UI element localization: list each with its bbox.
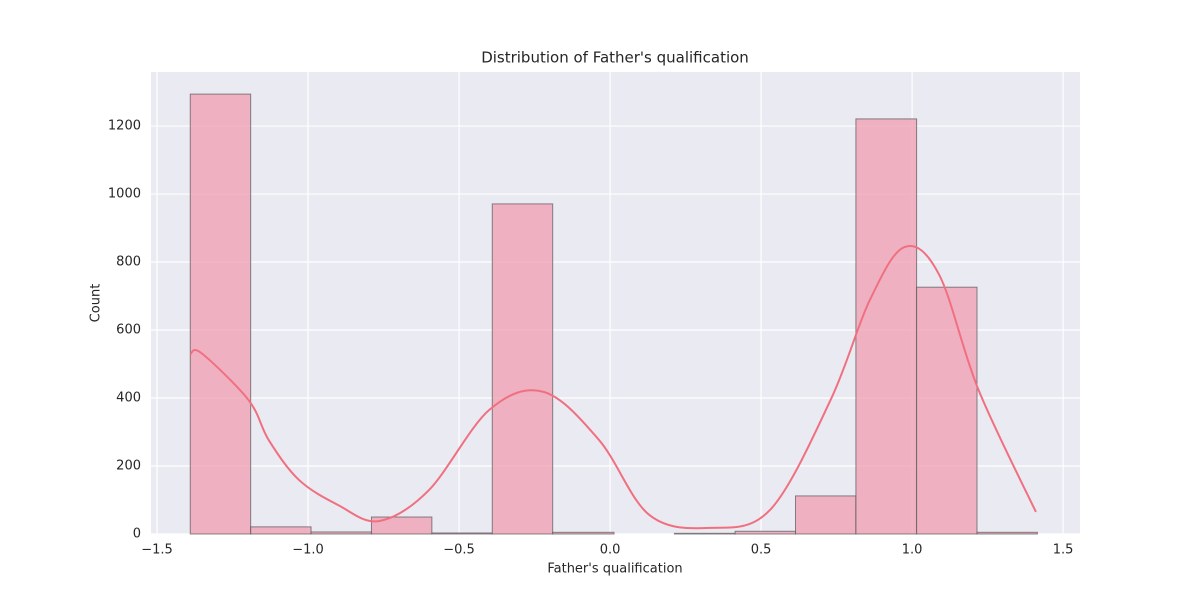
bar <box>552 531 615 535</box>
bar <box>310 531 372 535</box>
bar <box>795 495 857 535</box>
y-tick-label: 200 <box>116 459 141 474</box>
x-tick-label: 0.0 <box>600 543 621 558</box>
bar <box>431 532 493 535</box>
x-tick-label: 1.5 <box>1053 543 1074 558</box>
bar <box>189 93 252 535</box>
bar <box>370 516 433 535</box>
bar <box>916 286 978 535</box>
x-tick-label: −1.5 <box>141 543 173 558</box>
chart-title: Distribution of Father's qualification <box>481 49 749 67</box>
bar <box>673 532 736 535</box>
y-tick-label: 0 <box>133 527 141 542</box>
marks <box>189 93 1038 535</box>
y-tick-label: 1200 <box>108 119 141 134</box>
x-tick-label: 1.0 <box>902 543 923 558</box>
y-tick-label: 600 <box>116 323 141 338</box>
bar <box>855 118 918 535</box>
bar <box>734 530 797 535</box>
x-tick-label: −1.0 <box>292 543 324 558</box>
x-axis-label: Father's qualification <box>547 562 682 577</box>
bar <box>491 203 554 535</box>
y-tick-label: 400 <box>116 391 141 406</box>
bar <box>250 526 312 535</box>
y-tick-label: 1000 <box>108 187 141 202</box>
y-axis-label: Count <box>89 284 104 323</box>
x-tick-label: 0.5 <box>751 543 772 558</box>
bar <box>976 531 1038 535</box>
kde-line <box>189 245 1037 530</box>
y-tick-label: 800 <box>116 255 141 270</box>
x-tick-label: −0.5 <box>443 543 475 558</box>
